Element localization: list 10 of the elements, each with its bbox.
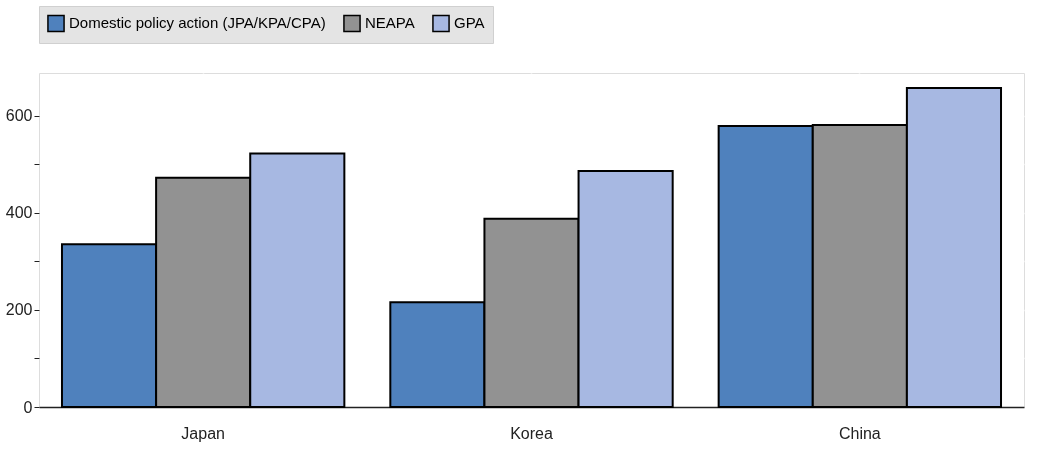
legend-label: NEAPA <box>365 14 415 32</box>
y-tick-label: 400 <box>5 204 33 222</box>
legend-label: GPA <box>454 14 485 32</box>
x-tick-label: China <box>838 424 881 442</box>
x-tick-label: Korea <box>510 424 553 442</box>
y-tick-label: 600 <box>5 107 33 125</box>
legend-label: Domestic policy action (JPA/KPA/CPA) <box>69 14 326 32</box>
y-tick-label: 200 <box>5 301 33 319</box>
x-tick-label: Japan <box>181 424 225 442</box>
y-tick-label: 0 <box>23 398 33 416</box>
